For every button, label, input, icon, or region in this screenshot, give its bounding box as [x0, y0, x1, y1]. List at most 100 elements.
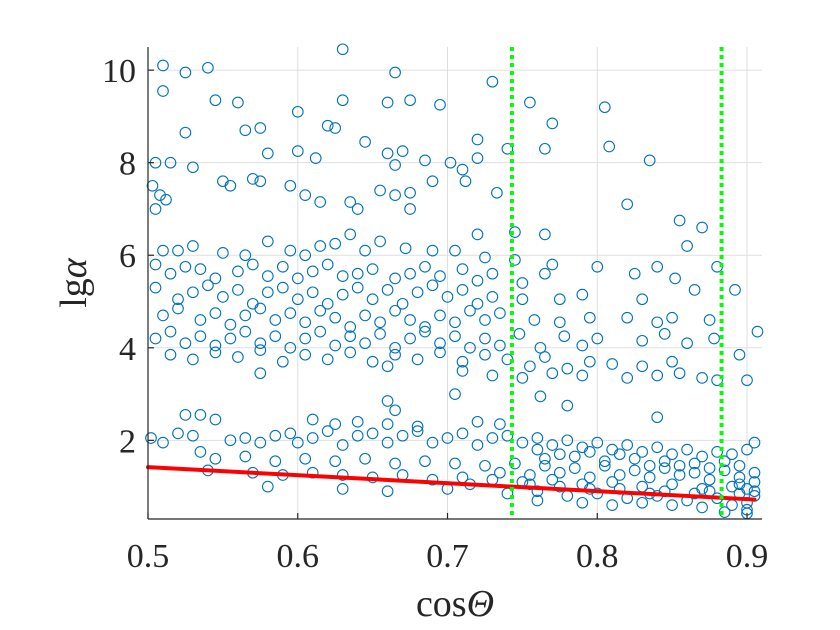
data-point	[531, 494, 544, 507]
data-point	[269, 330, 282, 343]
data-point	[561, 399, 574, 412]
data-point	[254, 337, 267, 350]
data-point	[209, 272, 222, 285]
data-point	[411, 420, 424, 433]
data-point	[486, 291, 499, 303]
data-point	[733, 348, 746, 361]
y-axis-label: lgα	[53, 257, 95, 308]
data-point	[381, 418, 394, 430]
data-point	[194, 263, 207, 275]
data-point	[239, 124, 252, 137]
data-point	[434, 337, 446, 350]
data-point	[426, 244, 439, 257]
data-point	[179, 260, 192, 273]
data-point	[299, 189, 312, 201]
data-point	[673, 469, 686, 481]
data-point	[516, 436, 529, 449]
data-point	[404, 314, 416, 326]
data-point	[157, 85, 169, 97]
data-point	[456, 284, 469, 296]
data-point	[187, 353, 199, 366]
data-point	[202, 61, 214, 74]
data-point	[553, 480, 566, 493]
y-tick-label: 2	[119, 423, 136, 460]
data-point	[636, 334, 649, 347]
data-point	[374, 184, 386, 197]
data-point	[509, 457, 521, 470]
data-point	[553, 293, 566, 306]
data-point	[209, 307, 222, 319]
data-point	[524, 96, 536, 109]
data-point	[546, 367, 559, 380]
x-tick-labels: 0.5 0.6 0.7 0.8 0.9	[127, 538, 769, 575]
data-point	[157, 59, 169, 72]
data-point	[232, 96, 244, 109]
data-point	[232, 284, 244, 296]
data-point	[516, 277, 529, 289]
data-point	[389, 404, 401, 417]
data-point	[553, 448, 566, 461]
data-point	[314, 304, 327, 317]
data-point	[733, 459, 746, 472]
data-point	[726, 448, 738, 461]
data-point	[254, 175, 267, 188]
data-point	[591, 436, 604, 449]
data-point	[741, 443, 753, 456]
data-point	[494, 339, 506, 352]
data-point	[434, 98, 446, 111]
data-point	[703, 314, 716, 326]
data-point	[658, 455, 671, 468]
data-point	[621, 372, 634, 384]
data-point	[284, 427, 297, 440]
data-point	[643, 154, 656, 167]
data-point	[269, 429, 282, 442]
data-point	[546, 473, 559, 486]
data-point	[404, 332, 416, 345]
data-point	[164, 156, 177, 169]
data-point	[613, 469, 626, 481]
data-point	[426, 436, 439, 449]
data-point	[501, 142, 514, 155]
data-point	[553, 466, 566, 479]
data-point	[688, 284, 701, 296]
data-point	[576, 288, 589, 301]
data-point	[261, 270, 274, 282]
data-point	[464, 304, 476, 317]
data-point	[344, 228, 357, 241]
data-point	[703, 485, 716, 498]
data-point	[160, 193, 172, 206]
data-point	[696, 450, 708, 463]
data-point	[444, 156, 457, 169]
data-point	[531, 485, 544, 498]
data-point	[284, 341, 297, 354]
data-point	[254, 122, 267, 134]
data-point	[359, 309, 371, 322]
data-point	[673, 459, 686, 472]
data-point	[696, 221, 708, 234]
data-point	[419, 154, 431, 167]
data-point	[576, 496, 589, 509]
data-point	[404, 186, 416, 199]
data-point	[539, 228, 551, 241]
data-point	[246, 173, 259, 185]
data-point	[149, 203, 162, 215]
data-point	[561, 362, 574, 375]
data-point	[666, 499, 678, 511]
data-point	[494, 466, 506, 479]
data-point	[254, 367, 267, 380]
data-point	[651, 411, 664, 424]
data-point	[411, 425, 424, 437]
data-point	[217, 247, 229, 259]
x-tick-label: 0.9	[726, 538, 769, 575]
data-point	[718, 455, 731, 468]
data-point	[366, 355, 379, 368]
data-point	[486, 267, 499, 280]
data-point	[246, 297, 259, 310]
data-point	[546, 117, 559, 130]
data-point	[224, 332, 237, 345]
data-point	[209, 413, 222, 426]
data-point	[404, 203, 416, 215]
data-point	[381, 284, 394, 296]
x-axis-label: cosΘ	[416, 583, 494, 625]
data-point	[524, 478, 536, 491]
